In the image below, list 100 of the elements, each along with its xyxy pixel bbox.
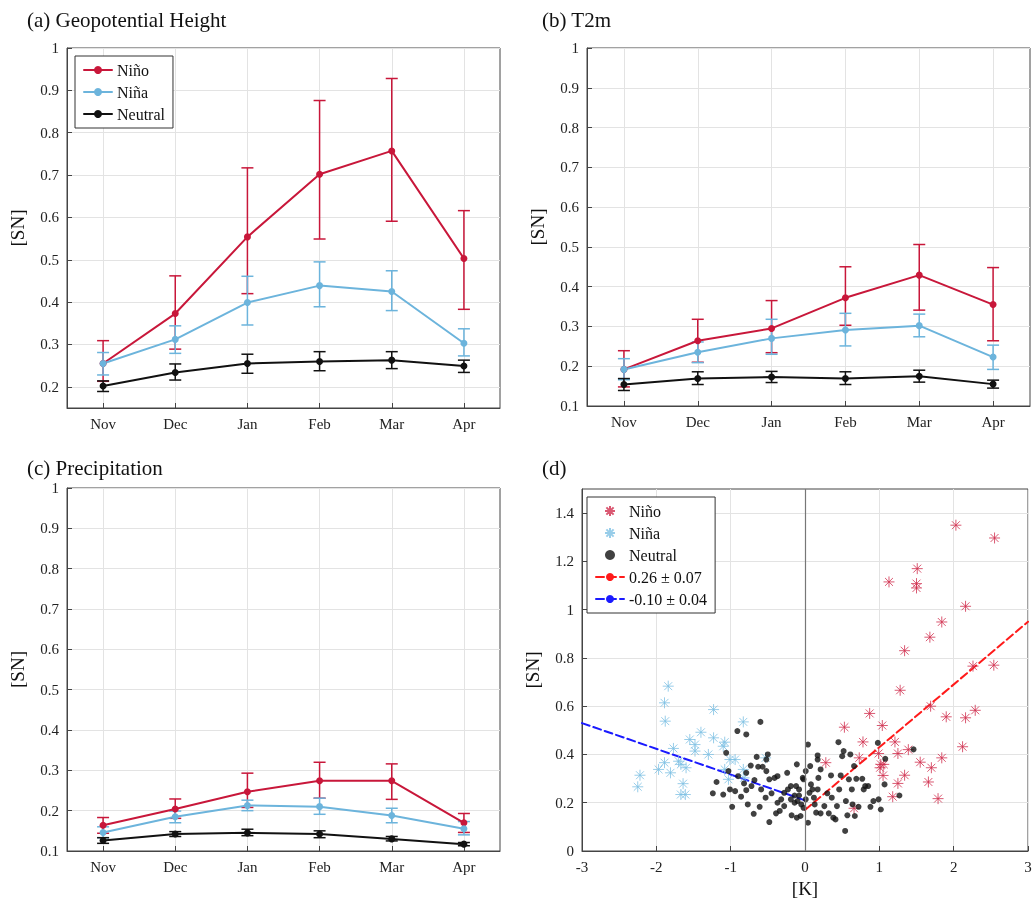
y-tick-label: 1 (566, 601, 574, 618)
y-tick-label: 0.6 (40, 641, 60, 658)
y-tick-label: 1 (51, 40, 59, 56)
y-tick-label: 0.2 (560, 358, 579, 375)
point (924, 700, 937, 713)
point (935, 751, 948, 764)
y-tick-label: 0.6 (40, 209, 60, 226)
legend-label: Niño (629, 502, 661, 520)
x-tick-label: Apr (981, 413, 1005, 430)
point (316, 170, 324, 178)
point (883, 575, 895, 588)
point (891, 747, 904, 760)
y-tick-label: 0.8 (560, 119, 579, 136)
point (659, 715, 672, 728)
point (841, 375, 849, 383)
y-tick-label: 0.3 (40, 336, 59, 353)
x-tick-label: Jan (761, 413, 783, 430)
y-axis-title: [SN] (7, 651, 28, 688)
legend-label: 0.26 ± 0.07 (629, 568, 702, 586)
point (243, 233, 251, 241)
x-tick-label: 3 (1024, 858, 1032, 875)
y-tick-label: 0.6 (555, 698, 575, 715)
y-tick-label: 0.6 (560, 199, 580, 216)
point (718, 736, 731, 749)
x-tick-label: Feb (308, 858, 331, 875)
point (631, 780, 644, 793)
y-tick-label: 0.8 (40, 560, 59, 577)
point (316, 777, 324, 785)
point (891, 777, 904, 790)
point (243, 788, 251, 796)
x-tick-label: Dec (163, 415, 188, 432)
x-tick-label: Feb (308, 415, 331, 432)
point (694, 726, 707, 739)
point (856, 735, 869, 748)
chart-title: (a) Geopotential Height (27, 7, 227, 32)
point (898, 769, 911, 782)
point (768, 324, 776, 332)
y-tick-label: 1 (571, 40, 579, 56)
legend-label: Neutral (629, 546, 678, 564)
point (316, 357, 324, 365)
chart-title: (b) T2m (542, 7, 612, 32)
y-tick-label: 0.7 (40, 601, 60, 617)
x-tick-label: -3 (575, 858, 589, 875)
point (388, 288, 396, 296)
point (935, 615, 948, 628)
y-tick-label: 0 (566, 843, 574, 859)
point (915, 322, 923, 330)
y-tick-label: 0.2 (40, 378, 59, 395)
y-tick-label: 0.2 (555, 794, 574, 811)
point (914, 756, 927, 769)
point (171, 368, 179, 376)
x-tick-label: -2 (650, 858, 663, 875)
point (902, 743, 915, 756)
point (388, 777, 396, 785)
point (694, 375, 702, 383)
point (694, 337, 702, 345)
point (759, 751, 772, 764)
point (959, 711, 972, 724)
point (910, 577, 923, 590)
legend-label: -0.10 ± 0.04 (629, 590, 708, 608)
point (959, 600, 972, 613)
point (722, 773, 735, 786)
point (658, 756, 671, 769)
point (388, 356, 396, 364)
y-tick-label: 0.5 (560, 238, 579, 255)
point (702, 748, 715, 761)
x-tick-label: Mar (379, 858, 405, 875)
y-tick-label: 1.4 (555, 505, 575, 522)
y-tick-label: 0.5 (40, 251, 59, 268)
point (932, 792, 945, 805)
point (923, 631, 936, 644)
y-tick-label: 0.1 (40, 843, 59, 859)
y-tick-label: 0.9 (40, 520, 59, 537)
point (925, 761, 938, 774)
point (819, 756, 832, 769)
point (677, 777, 690, 790)
point (940, 710, 953, 723)
y-axis-title: [SN] (527, 208, 548, 246)
x-tick-label: 0 (801, 858, 809, 875)
point (877, 769, 890, 782)
x-tick-label: 1 (875, 858, 884, 875)
point (915, 271, 923, 279)
legend-label: Niña (117, 83, 149, 101)
point (460, 255, 468, 262)
y-tick-label: 0.3 (560, 318, 579, 335)
y-tick-label: 0.5 (40, 681, 59, 698)
point (694, 348, 702, 356)
x-tick-label: Jan (237, 415, 258, 432)
point (316, 282, 324, 290)
point (662, 680, 675, 693)
point (841, 326, 849, 334)
point (633, 769, 646, 782)
y-tick-label: 0.8 (40, 124, 59, 141)
point (664, 766, 677, 779)
point (922, 775, 935, 788)
y-tick-label: 0.4 (40, 294, 60, 311)
y-tick-label: 1.2 (555, 553, 574, 570)
point (910, 581, 923, 594)
legend-label: Niño (117, 61, 149, 79)
y-tick-label: 0.4 (40, 722, 60, 738)
